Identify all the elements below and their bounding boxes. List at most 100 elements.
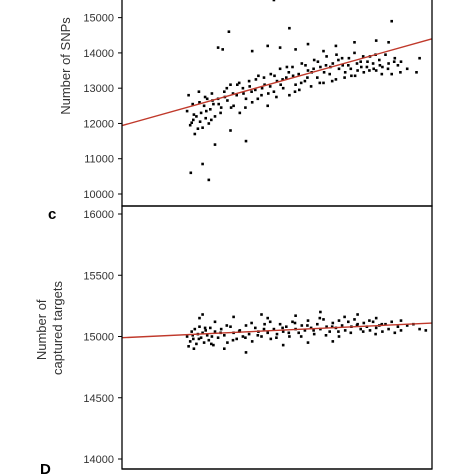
scatter-point	[386, 67, 390, 71]
scatter-point	[330, 325, 334, 328]
scatter-point	[275, 79, 279, 83]
scatter-point	[226, 341, 229, 344]
scatter-point	[201, 162, 204, 166]
scatter-point	[198, 316, 201, 320]
scatter-point	[229, 325, 232, 328]
scatter-point	[316, 76, 319, 79]
scatter-point	[322, 81, 325, 85]
scatter-point	[312, 332, 316, 336]
scatter-point	[353, 41, 356, 44]
scatter-point	[281, 86, 285, 90]
scatter-point	[212, 102, 215, 106]
scatter-point	[356, 69, 359, 72]
scatter-point	[418, 327, 421, 331]
scatter-point	[229, 83, 232, 86]
scatter-point	[390, 72, 393, 76]
scatter-point	[343, 76, 346, 79]
scatter-point	[256, 97, 260, 101]
scatter-point	[198, 120, 202, 123]
scatter-point	[353, 318, 356, 321]
scatter-point	[405, 324, 409, 327]
scatter-point	[213, 320, 217, 324]
scatter-point	[250, 321, 253, 325]
scatter-point	[392, 60, 396, 63]
scatter-point	[244, 106, 247, 109]
scatter-point	[298, 88, 301, 92]
scatter-point	[372, 67, 375, 71]
scatter-point	[213, 115, 217, 118]
scatter-point	[378, 64, 382, 67]
scatter-point	[359, 60, 362, 63]
scatter-point	[201, 331, 204, 335]
scatter-point	[324, 64, 328, 67]
scatter-point	[343, 315, 346, 319]
scatter-point	[201, 126, 204, 129]
scatter-point	[349, 67, 353, 71]
scatter-point	[405, 67, 409, 71]
scatter-point	[374, 332, 377, 336]
scatter-point	[254, 88, 257, 92]
scatter-point	[384, 53, 387, 56]
scatter-point	[229, 106, 233, 109]
scatter-point	[192, 118, 195, 122]
scatter-point	[219, 106, 223, 109]
scatter-point	[374, 326, 378, 330]
scatter-point	[368, 329, 372, 332]
scatter-point	[262, 327, 266, 331]
scatter-point	[219, 111, 222, 115]
scatter-point	[306, 324, 309, 327]
captured-targets-y-axis-title: Number of captured targets	[34, 281, 65, 375]
scatter-point	[340, 56, 344, 60]
y-tick-label: 10000	[83, 189, 114, 201]
scatter-point	[312, 329, 315, 332]
scatter-point	[193, 132, 197, 136]
scatter-point	[188, 340, 192, 343]
scatter-point	[297, 72, 300, 76]
scatter-point	[260, 313, 263, 316]
scatter-point	[299, 81, 303, 85]
scatter-point	[293, 90, 297, 93]
scatter-point	[343, 71, 347, 74]
scatter-point	[285, 65, 289, 69]
scatter-point	[241, 86, 245, 90]
scatter-point	[207, 178, 211, 182]
scatter-point	[210, 92, 214, 95]
scatter-point	[312, 67, 315, 71]
scatter-point	[371, 320, 375, 324]
scatter-point	[399, 71, 402, 74]
scatter-point	[371, 62, 375, 65]
scatter-point	[325, 55, 328, 58]
scatter-point	[293, 321, 297, 325]
scatter-point	[193, 327, 197, 331]
scatter-point	[396, 64, 400, 67]
scatter-point	[217, 102, 220, 106]
captured-targets-y-ticks: 14000 14500 15000 15500 16000	[83, 209, 122, 466]
scatter-point	[212, 343, 215, 347]
scatter-point	[197, 90, 201, 93]
scatter-point	[189, 171, 193, 175]
y-tick-label: 16000	[83, 209, 114, 221]
scatter-point	[195, 342, 198, 346]
scatter-point	[201, 313, 204, 316]
scatter-point	[278, 67, 282, 71]
scatter-point	[328, 72, 331, 76]
scatter-point	[399, 60, 403, 63]
scatter-point	[244, 97, 248, 101]
scatter-point	[365, 65, 369, 69]
y-tick-label: 15000	[83, 332, 114, 344]
scatter-point	[241, 335, 245, 338]
scatter-point	[299, 335, 303, 338]
scatter-point	[263, 83, 266, 86]
scatter-point	[337, 335, 341, 338]
scatter-point	[244, 324, 248, 327]
scatter-point	[237, 81, 241, 85]
scatter-point	[355, 324, 359, 327]
scatter-point	[387, 327, 390, 331]
scatter-point	[399, 329, 403, 332]
scatter-point	[275, 332, 279, 336]
scatter-point	[349, 331, 353, 335]
scatter-point	[288, 335, 291, 338]
scatter-point	[297, 331, 300, 335]
scatter-point	[319, 327, 322, 331]
scatter-point	[219, 327, 223, 331]
